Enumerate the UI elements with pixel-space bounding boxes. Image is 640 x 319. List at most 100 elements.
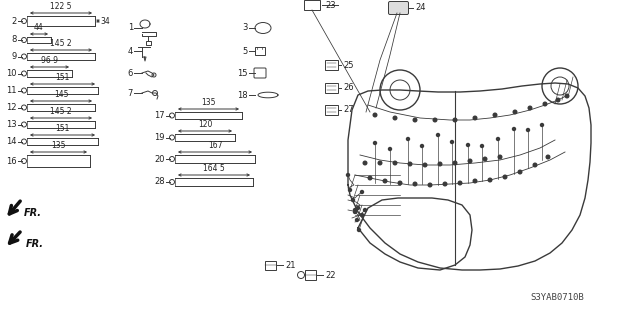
Circle shape bbox=[438, 162, 442, 166]
Circle shape bbox=[355, 219, 358, 221]
Circle shape bbox=[393, 116, 397, 120]
Circle shape bbox=[388, 147, 392, 151]
Circle shape bbox=[541, 123, 543, 127]
Circle shape bbox=[468, 159, 472, 163]
Circle shape bbox=[420, 145, 424, 147]
Text: 14: 14 bbox=[6, 137, 17, 146]
Circle shape bbox=[533, 163, 537, 167]
Text: 28: 28 bbox=[154, 177, 165, 187]
Circle shape bbox=[513, 128, 515, 130]
Circle shape bbox=[513, 110, 517, 114]
Circle shape bbox=[473, 116, 477, 120]
Text: 122 5: 122 5 bbox=[51, 2, 72, 11]
Text: 17: 17 bbox=[154, 111, 165, 120]
Circle shape bbox=[346, 174, 349, 176]
Text: 6: 6 bbox=[127, 69, 133, 78]
Text: 44: 44 bbox=[34, 23, 44, 32]
Bar bbox=[265, 261, 276, 270]
Text: 34: 34 bbox=[100, 17, 109, 26]
Circle shape bbox=[398, 181, 402, 185]
Text: 19: 19 bbox=[154, 133, 165, 142]
Circle shape bbox=[408, 162, 412, 166]
Circle shape bbox=[406, 137, 410, 140]
Circle shape bbox=[527, 129, 529, 131]
Circle shape bbox=[364, 209, 367, 211]
FancyBboxPatch shape bbox=[388, 2, 408, 14]
Circle shape bbox=[473, 179, 477, 183]
Circle shape bbox=[488, 178, 492, 182]
Circle shape bbox=[556, 98, 560, 102]
Circle shape bbox=[360, 213, 364, 217]
Circle shape bbox=[351, 198, 355, 202]
Circle shape bbox=[453, 118, 457, 122]
Circle shape bbox=[503, 175, 507, 179]
Text: 2: 2 bbox=[12, 17, 17, 26]
Circle shape bbox=[360, 190, 364, 194]
Text: 145 2: 145 2 bbox=[50, 107, 72, 116]
Circle shape bbox=[543, 102, 547, 106]
Text: 7: 7 bbox=[127, 88, 133, 98]
Circle shape bbox=[383, 179, 387, 183]
Text: 27: 27 bbox=[343, 106, 354, 115]
Bar bbox=[304, 0, 320, 10]
Circle shape bbox=[433, 118, 437, 122]
Circle shape bbox=[349, 189, 351, 191]
Circle shape bbox=[413, 182, 417, 186]
Text: 15: 15 bbox=[237, 69, 248, 78]
Text: 3: 3 bbox=[243, 24, 248, 33]
Text: 1: 1 bbox=[128, 24, 133, 33]
Text: 21: 21 bbox=[285, 261, 296, 270]
Circle shape bbox=[436, 133, 440, 137]
Text: 12: 12 bbox=[6, 103, 17, 112]
Circle shape bbox=[374, 142, 376, 145]
Circle shape bbox=[493, 113, 497, 117]
Bar bbox=[255, 47, 265, 55]
Text: 10: 10 bbox=[6, 69, 17, 78]
Text: 120: 120 bbox=[198, 120, 212, 129]
Text: 11: 11 bbox=[6, 86, 17, 95]
Text: 22: 22 bbox=[325, 271, 335, 279]
Circle shape bbox=[368, 176, 372, 180]
Text: 16: 16 bbox=[6, 157, 17, 166]
Text: 26: 26 bbox=[343, 84, 354, 93]
Circle shape bbox=[443, 182, 447, 186]
Text: 164 5: 164 5 bbox=[203, 164, 225, 173]
Text: 8: 8 bbox=[12, 35, 17, 44]
Text: 167: 167 bbox=[208, 141, 222, 150]
Text: 96 9: 96 9 bbox=[41, 56, 58, 65]
Text: FR.: FR. bbox=[26, 239, 44, 249]
Circle shape bbox=[498, 155, 502, 159]
Text: 151: 151 bbox=[55, 124, 70, 133]
Text: 24: 24 bbox=[415, 4, 426, 12]
Circle shape bbox=[373, 113, 377, 117]
Circle shape bbox=[428, 183, 432, 187]
Circle shape bbox=[353, 211, 356, 213]
Circle shape bbox=[565, 94, 569, 98]
Text: 145 2: 145 2 bbox=[50, 39, 72, 48]
Text: 145: 145 bbox=[54, 90, 68, 99]
Circle shape bbox=[451, 140, 454, 144]
Circle shape bbox=[467, 144, 470, 146]
Circle shape bbox=[393, 161, 397, 165]
Bar bbox=[305, 270, 316, 280]
Circle shape bbox=[356, 206, 360, 210]
Circle shape bbox=[518, 170, 522, 174]
Text: 23: 23 bbox=[325, 1, 335, 10]
Text: 4: 4 bbox=[128, 47, 133, 56]
Circle shape bbox=[497, 137, 499, 140]
Text: 20: 20 bbox=[154, 154, 165, 164]
Circle shape bbox=[358, 228, 360, 232]
Circle shape bbox=[528, 106, 532, 110]
Circle shape bbox=[546, 155, 550, 159]
Circle shape bbox=[483, 157, 487, 161]
Text: 151: 151 bbox=[55, 73, 70, 82]
Text: 135: 135 bbox=[201, 98, 216, 107]
Circle shape bbox=[458, 181, 462, 185]
Bar bbox=[325, 83, 338, 93]
Circle shape bbox=[413, 118, 417, 122]
Text: 9: 9 bbox=[12, 52, 17, 61]
Text: 5: 5 bbox=[243, 47, 248, 56]
Text: 25: 25 bbox=[343, 61, 353, 70]
Text: 135: 135 bbox=[51, 141, 66, 150]
Bar bbox=[325, 105, 338, 115]
